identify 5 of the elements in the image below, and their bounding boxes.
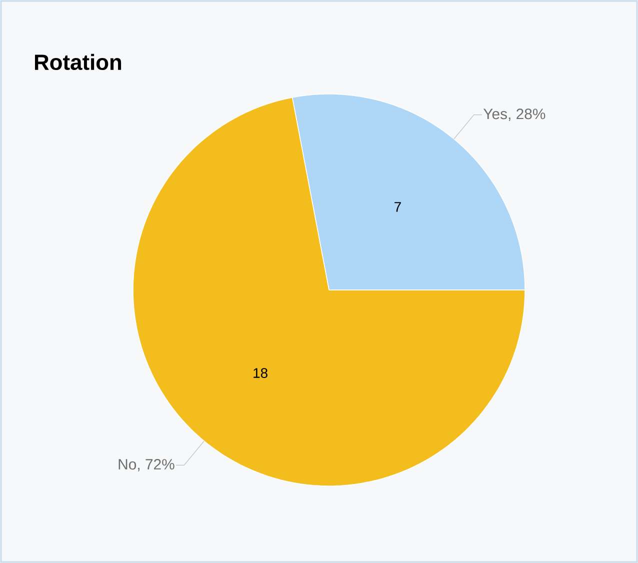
- chart-title: Rotation: [35, 54, 122, 70]
- slice-label: No, 72%: [118, 458, 174, 472]
- data-label: 7: [394, 202, 401, 212]
- slice-label: Yes, 28%: [483, 108, 546, 121]
- data-label: 18: [254, 368, 268, 378]
